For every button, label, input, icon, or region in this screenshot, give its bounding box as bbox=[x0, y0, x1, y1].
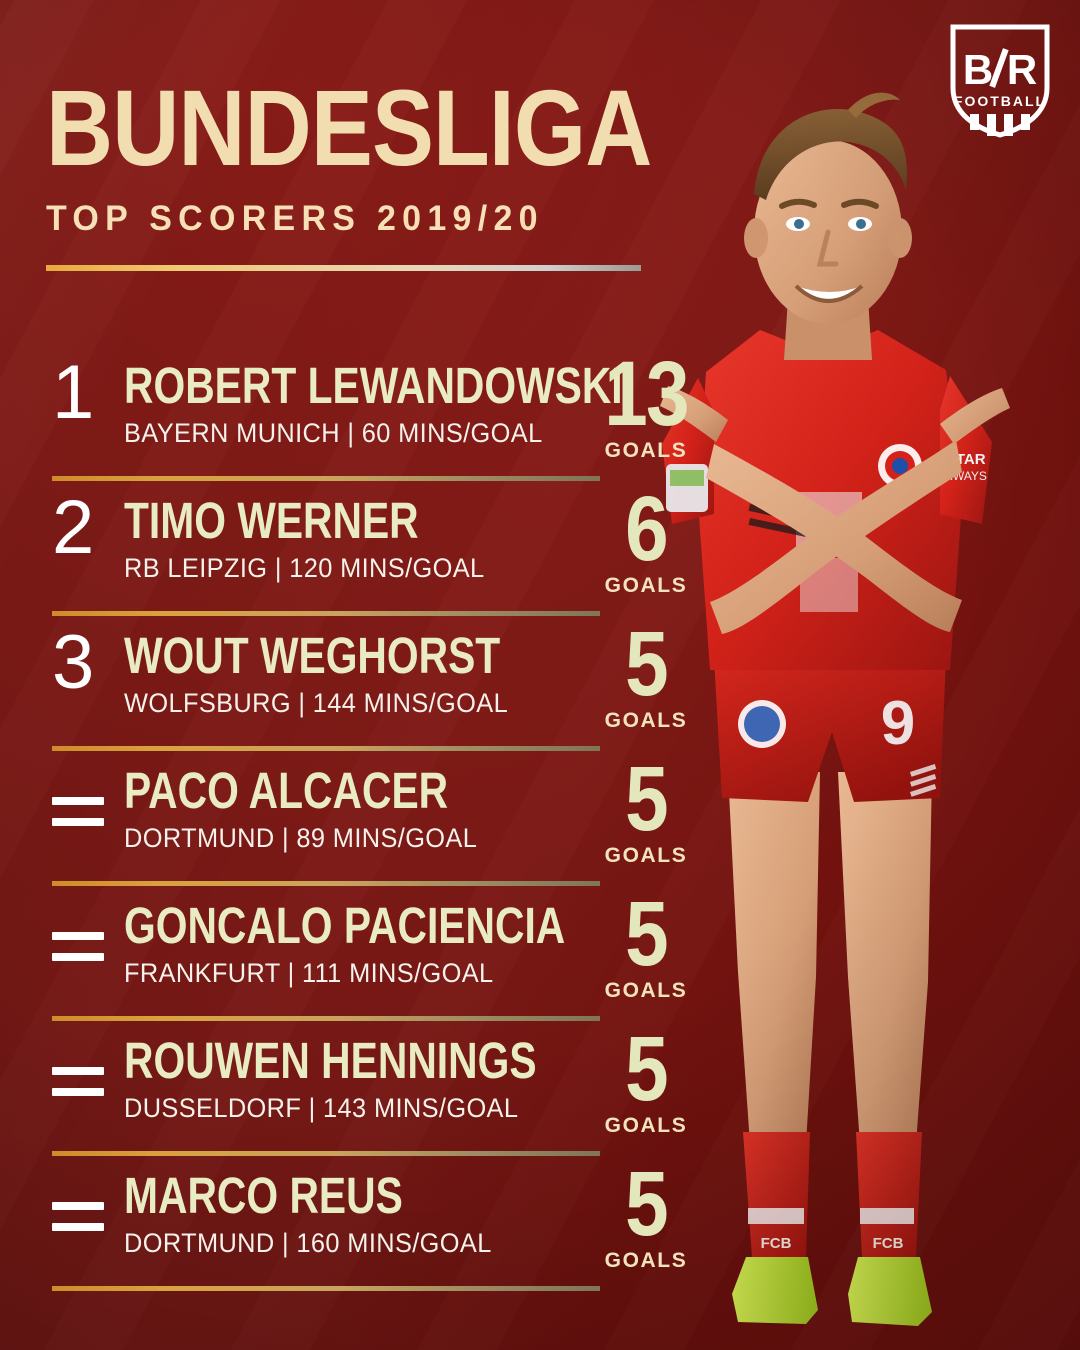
goals-block: 13 GOALS bbox=[590, 343, 702, 463]
svg-text:FCB: FCB bbox=[873, 1235, 904, 1252]
row-divider bbox=[52, 881, 600, 886]
rank-tied-icon bbox=[46, 1168, 124, 1244]
rank-tied-icon bbox=[46, 763, 124, 839]
goals-block: 5 GOALS bbox=[590, 613, 702, 733]
goals-block: 6 GOALS bbox=[590, 478, 702, 598]
row-divider bbox=[52, 611, 600, 616]
player-name: PACO ALCACER bbox=[124, 762, 449, 819]
rank-number: 2 bbox=[52, 485, 95, 570]
table-row: 1 ROBERT LEWANDOWSKI BAYERN MUNICH | 60 … bbox=[46, 348, 689, 493]
goals-label: GOALS bbox=[604, 708, 688, 732]
player-meta: DORTMUND | 160 MINS/GOAL bbox=[124, 1228, 492, 1258]
svg-text:B: B bbox=[963, 46, 993, 93]
player-meta: FRANKFURT | 111 MINS/GOAL bbox=[124, 958, 494, 988]
table-row: MARCO REUS DORTMUND | 160 MINS/GOAL 5 GO… bbox=[46, 1158, 686, 1303]
row-divider bbox=[52, 746, 600, 751]
table-row: 2 TIMO WERNER RB LEIPZIG | 120 MINS/GOAL… bbox=[46, 483, 686, 628]
rank-tied-icon bbox=[46, 898, 124, 974]
goals-block: 5 GOALS bbox=[590, 883, 702, 1003]
goals-count: 5 bbox=[625, 883, 668, 985]
player-meta: BAYERN MUNICH | 60 MINS/GOAL bbox=[124, 418, 543, 448]
goals-count: 13 bbox=[604, 343, 689, 445]
player-meta: DUSSELDORF | 143 MINS/GOAL bbox=[124, 1093, 519, 1123]
svg-text:FCB: FCB bbox=[761, 1235, 792, 1252]
top-scorers-list: 1 ROBERT LEWANDOWSKI BAYERN MUNICH | 60 … bbox=[46, 348, 689, 1303]
goals-count: 5 bbox=[625, 1018, 668, 1120]
rank-tied-icon bbox=[46, 1033, 124, 1109]
page-title: BUNDESLIGA bbox=[46, 67, 652, 188]
svg-text:R: R bbox=[1007, 46, 1037, 93]
player-name: ROBERT LEWANDOWSKI bbox=[124, 357, 623, 414]
player-meta: RB LEIPZIG | 120 MINS/GOAL bbox=[124, 553, 485, 583]
goals-count: 6 bbox=[625, 478, 668, 580]
player-meta: DORTMUND | 89 MINS/GOAL bbox=[124, 823, 478, 853]
rank-number: 1 bbox=[52, 350, 95, 435]
goals-count: 5 bbox=[625, 748, 668, 850]
goals-label: GOALS bbox=[604, 573, 688, 597]
player-photo: FCB FCB 9 bbox=[610, 72, 1080, 1350]
player-name: TIMO WERNER bbox=[124, 492, 419, 549]
goals-label: GOALS bbox=[604, 1248, 688, 1272]
table-row: 3 WOUT WEGHORST WOLFSBURG | 144 MINS/GOA… bbox=[46, 618, 686, 763]
table-row: ROUWEN HENNINGS DUSSELDORF | 143 MINS/GO… bbox=[46, 1023, 686, 1168]
goals-label: GOALS bbox=[604, 843, 688, 867]
goals-label: GOALS bbox=[604, 438, 688, 462]
table-row: GONCALO PACIENCIA FRANKFURT | 111 MINS/G… bbox=[46, 888, 686, 1033]
goals-block: 5 GOALS bbox=[590, 748, 702, 868]
player-name: WOUT WEGHORST bbox=[124, 627, 501, 684]
goals-count: 5 bbox=[625, 613, 668, 715]
player-name: ROUWEN HENNINGS bbox=[124, 1032, 537, 1089]
player-name: MARCO REUS bbox=[124, 1167, 403, 1224]
br-football-shield-icon: B R FOOTBALL bbox=[948, 22, 1052, 140]
goals-block: 5 GOALS bbox=[590, 1153, 702, 1273]
goals-count: 5 bbox=[625, 1153, 668, 1255]
rank-number: 3 bbox=[52, 620, 95, 705]
header-divider bbox=[46, 265, 641, 272]
goals-block: 5 GOALS bbox=[590, 1018, 702, 1138]
table-row: PACO ALCACER DORTMUND | 89 MINS/GOAL 5 G… bbox=[46, 753, 686, 898]
svg-text:9: 9 bbox=[881, 689, 915, 758]
header: BUNDESLIGA TOP SCORERS 2019/20 bbox=[46, 67, 686, 272]
svg-text:FOOTBALL: FOOTBALL bbox=[954, 93, 1046, 109]
row-divider bbox=[52, 1151, 600, 1156]
row-divider bbox=[52, 1286, 600, 1291]
goals-label: GOALS bbox=[604, 978, 688, 1002]
page-subtitle: TOP SCORERS 2019/20 bbox=[46, 199, 544, 239]
player-name: GONCALO PACIENCIA bbox=[124, 897, 566, 954]
row-divider bbox=[52, 1016, 600, 1021]
goals-label: GOALS bbox=[604, 1113, 688, 1137]
player-meta: WOLFSBURG | 144 MINS/GOAL bbox=[124, 688, 509, 718]
row-divider bbox=[52, 476, 600, 481]
